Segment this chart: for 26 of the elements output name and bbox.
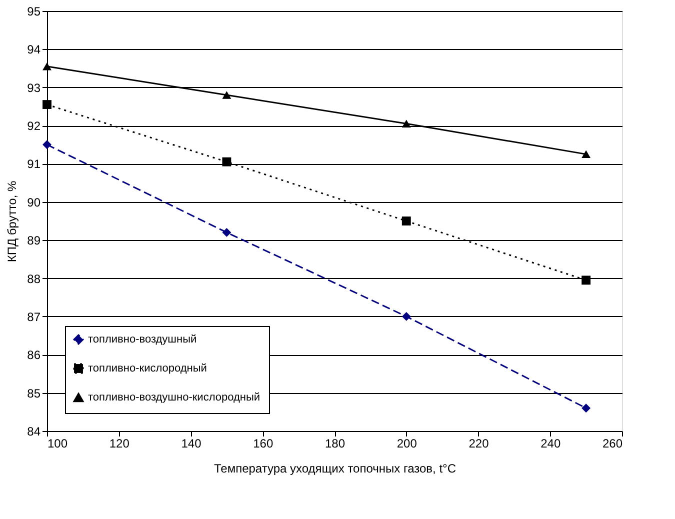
- x-tick-label: 140: [181, 436, 202, 450]
- x-axis-title: Температура уходящих топочных газов, t°C: [214, 462, 456, 476]
- y-tick-label: 93: [27, 80, 41, 95]
- y-tick-label: 95: [27, 4, 41, 18]
- x-tick-label: 180: [324, 436, 346, 450]
- x-tick-label: 240: [540, 436, 561, 450]
- x-tick-label: 260: [602, 436, 623, 450]
- x-tick-label: 200: [396, 436, 418, 450]
- legend-label: топливно-кислородный: [88, 362, 207, 374]
- x-tick-label: 220: [468, 436, 490, 450]
- y-tick-label: 86: [27, 348, 41, 362]
- y-tick-label: 92: [27, 119, 41, 134]
- legend-label: топливно-воздушный: [88, 334, 197, 346]
- y-tick-label: 88: [27, 272, 41, 286]
- y-tick-label: 84: [27, 424, 41, 438]
- x-tick-label: 100: [48, 436, 68, 450]
- y-tick-label: 94: [27, 42, 41, 57]
- y-tick-label: 87: [27, 310, 41, 324]
- y-tick-label: 91: [27, 157, 41, 172]
- y-tick-label: 89: [27, 234, 41, 248]
- x-tick-label: 160: [253, 436, 274, 450]
- y-tick-label: 85: [27, 386, 41, 400]
- y-axis-title: КПД брутто, %: [5, 180, 20, 262]
- legend-label: топливно-воздушно-кислородный: [88, 392, 260, 404]
- x-tick-label: 120: [109, 436, 130, 450]
- y-tick-label: 90: [27, 195, 41, 210]
